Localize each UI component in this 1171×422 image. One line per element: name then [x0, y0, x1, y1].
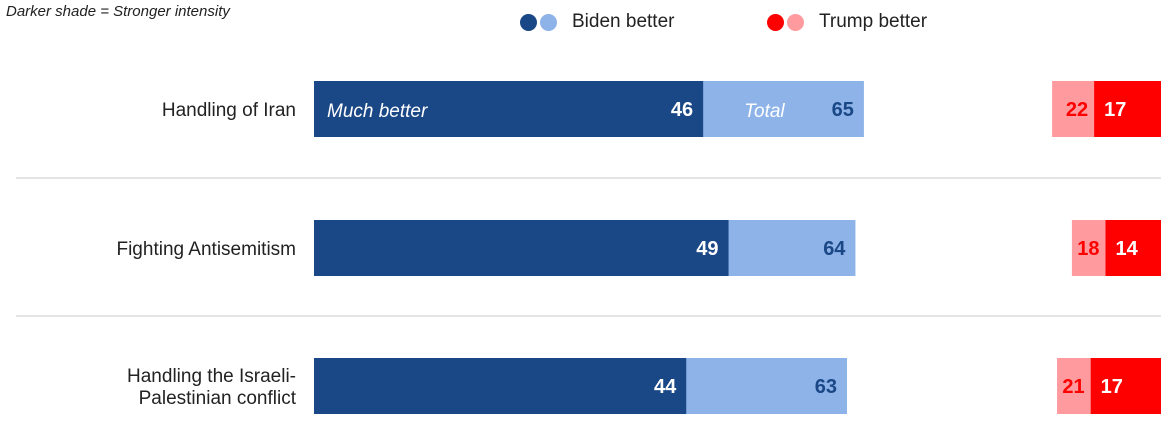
legend-item-biden: Biden better — [520, 8, 674, 36]
legend: Biden better Trump better — [0, 8, 1171, 36]
inline-label-total: Total — [744, 101, 785, 122]
trump-strong-bar — [1090, 358, 1161, 414]
trump-total-swatch — [787, 13, 804, 31]
category-label: Handling of Iran — [162, 100, 296, 121]
trump-total-bar — [1071, 220, 1106, 276]
inline-label-much-better: Much better — [327, 101, 428, 122]
trump-total-value: 22 — [1066, 99, 1088, 121]
trump-strong-bar — [1105, 220, 1161, 276]
trump-total-value: 18 — [1077, 238, 1099, 260]
biden-strong-swatch — [520, 13, 537, 31]
biden-strong-value: 44 — [654, 376, 677, 398]
trump-total-value: 21 — [1062, 376, 1084, 398]
trump-strong-value: 17 — [1101, 376, 1123, 398]
trump-strong-bar — [1094, 81, 1161, 137]
biden-strong-value: 49 — [696, 238, 718, 260]
biden-total-value: 65 — [832, 99, 854, 121]
biden-strong-bar — [314, 358, 687, 414]
trump-strong-value: 14 — [1116, 238, 1139, 260]
biden-strong-value: 46 — [671, 99, 693, 121]
category-label: Palestinian conflict — [139, 388, 297, 409]
legend-label-biden: Biden better — [572, 11, 675, 32]
trump-total-bar — [1052, 81, 1095, 137]
biden-total-swatch — [540, 13, 557, 31]
chart-note: Darker shade = Stronger intensity — [6, 3, 230, 20]
biden-total-value: 63 — [815, 376, 837, 398]
trump-strong-value: 17 — [1104, 99, 1126, 121]
trump-total-bar — [1057, 358, 1091, 414]
biden-strong-bar — [314, 81, 704, 137]
category-label: Fighting Antisemitism — [116, 239, 296, 260]
category-label: Handling the Israeli- — [127, 366, 296, 387]
trump-strong-swatch — [767, 13, 784, 31]
biden-total-value: 64 — [823, 238, 846, 260]
biden-strong-bar — [314, 220, 729, 276]
legend-label-trump: Trump better — [819, 11, 928, 32]
legend-item-trump: Trump better — [767, 8, 927, 36]
